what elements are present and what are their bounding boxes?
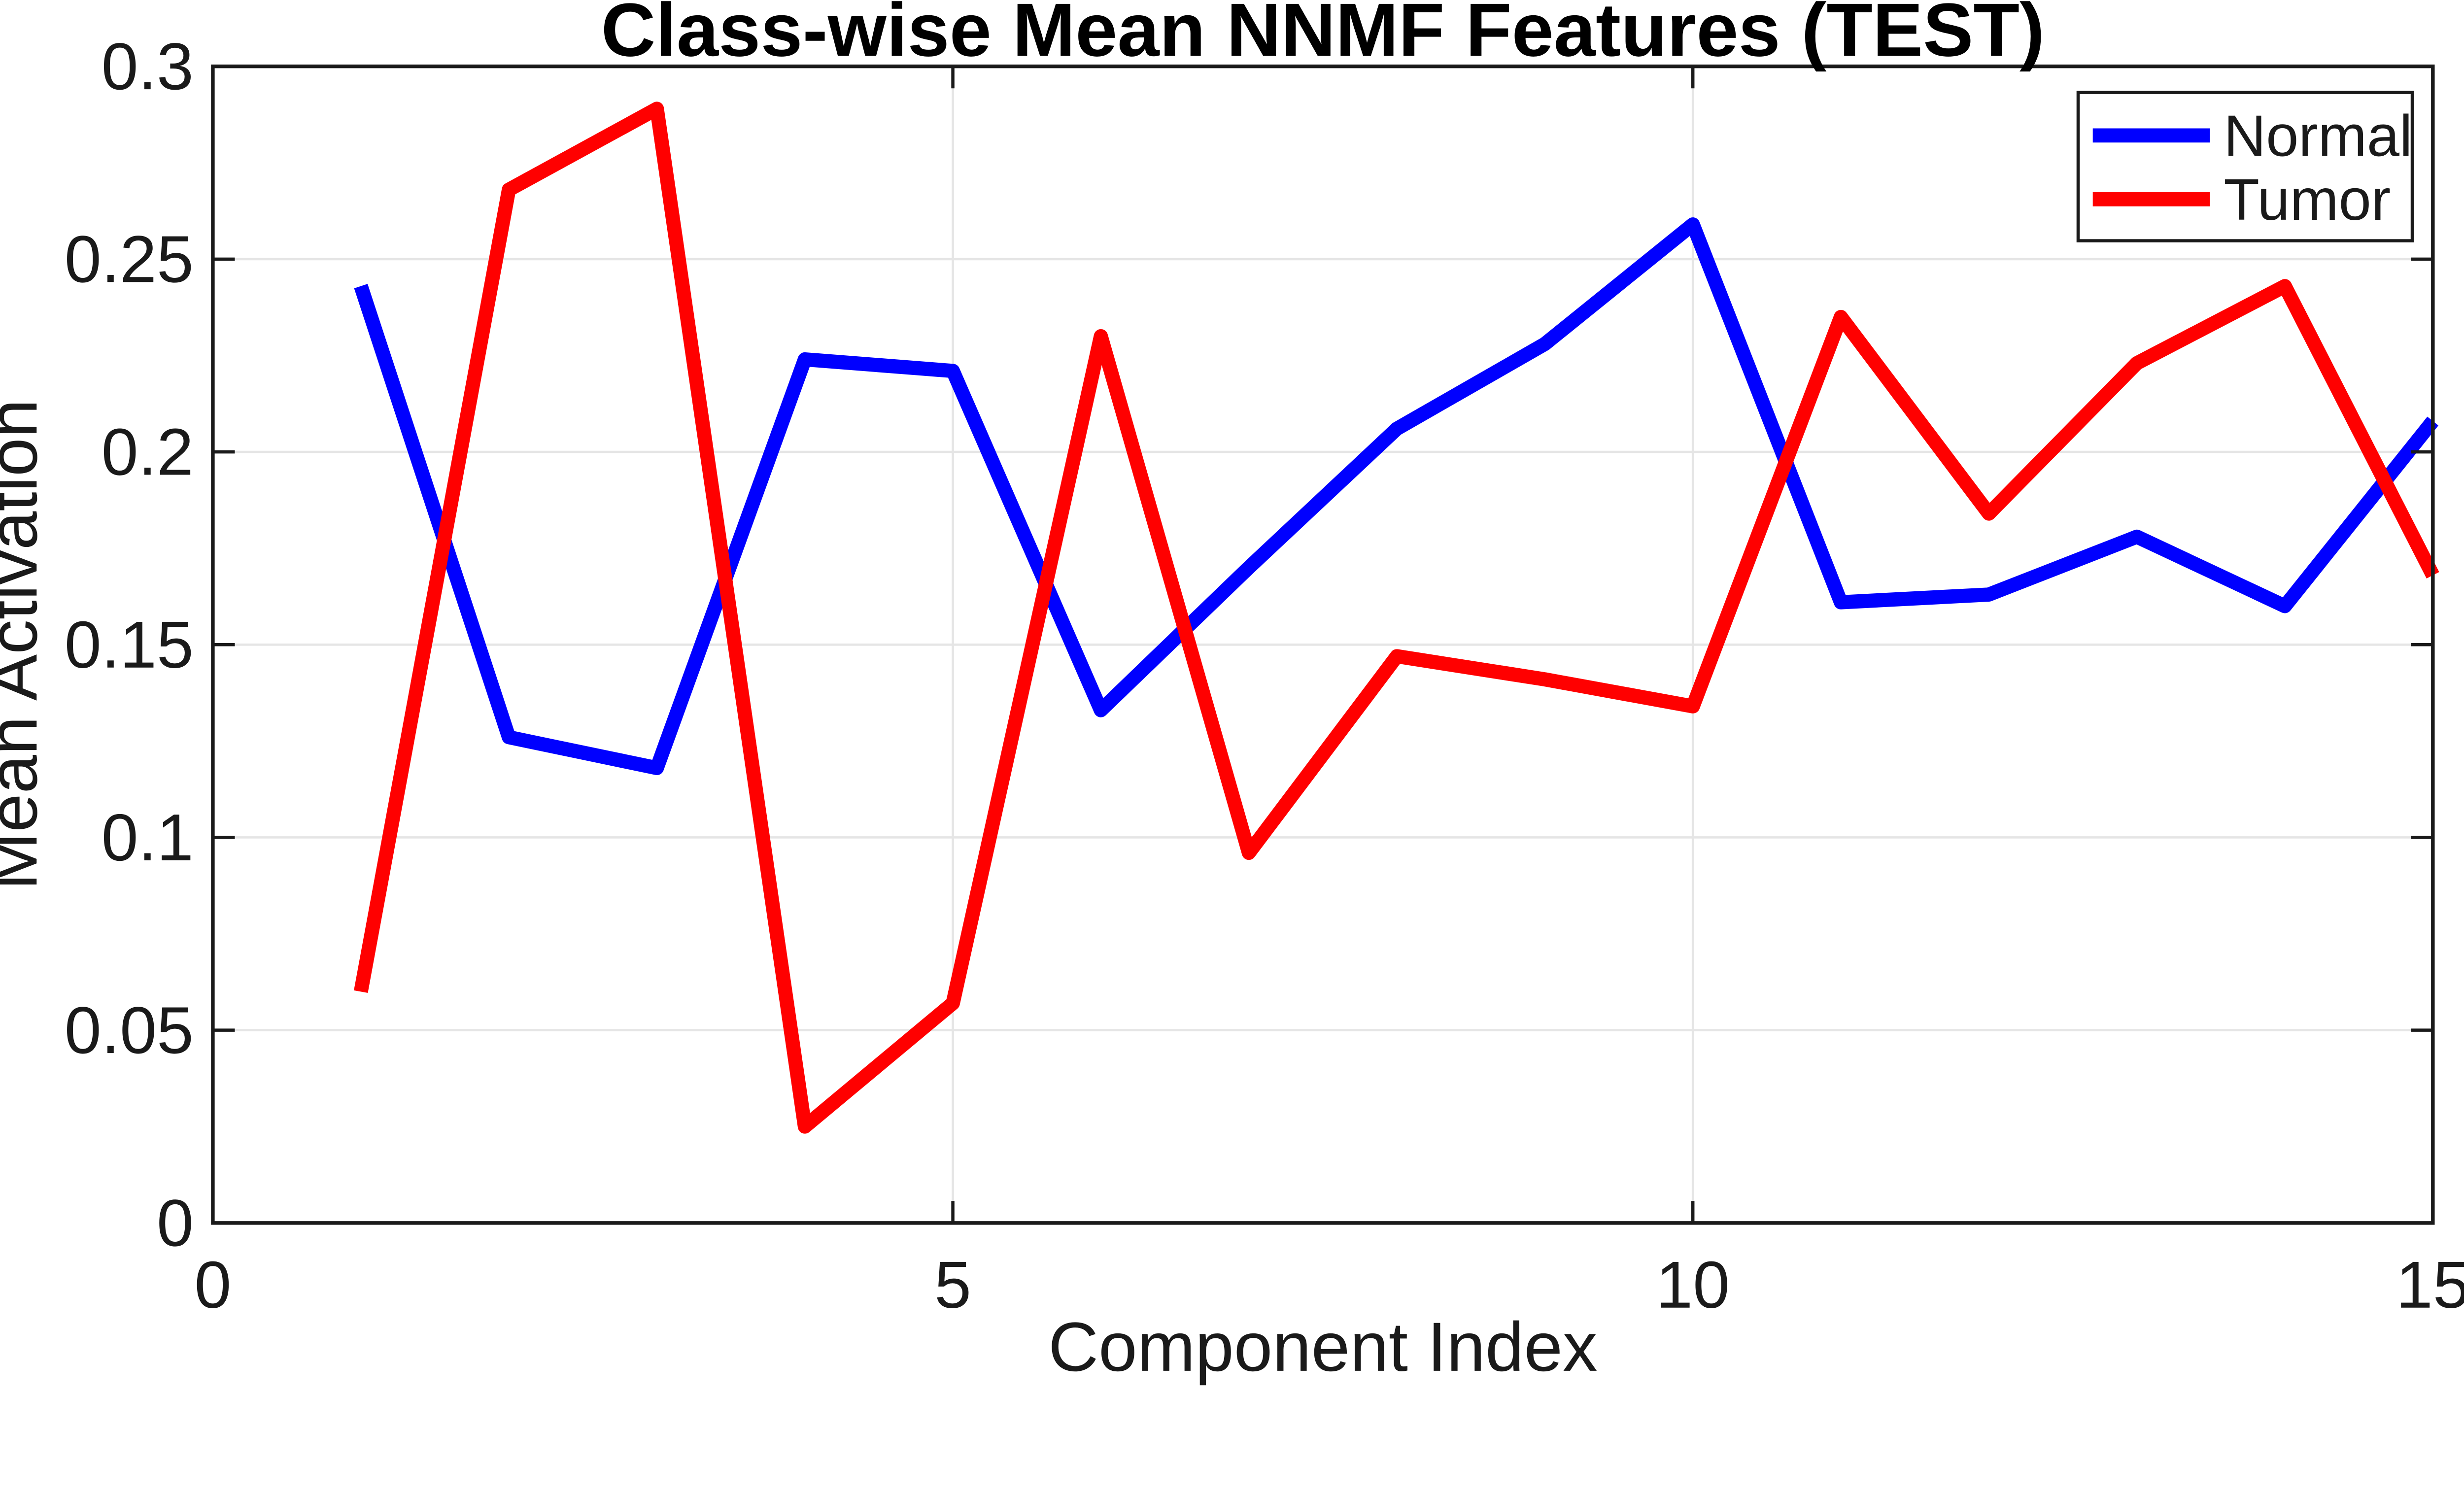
series-line-tumor xyxy=(354,102,2439,1134)
tick-marks xyxy=(211,65,2435,1225)
y-tick-label: 0.1 xyxy=(102,800,194,875)
y-tick-label: 0.05 xyxy=(65,993,194,1067)
x-tick-labels: 0 5 10 15 xyxy=(194,1248,2464,1322)
x-tick-label: 15 xyxy=(2396,1248,2464,1322)
chart-title: Class-wise Mean NNMF Features (TEST) xyxy=(601,0,2045,72)
figure: 0 5 10 15 0 0.05 0.1 0.15 0.2 0.25 0.3 Class-wise… xyxy=(0,0,2464,1386)
legend-label-normal: Normal xyxy=(2224,103,2412,169)
legend-box xyxy=(2076,91,2414,242)
series-line-normal xyxy=(354,217,2439,776)
y-tick-label: 0.2 xyxy=(102,415,194,489)
y-tick-label: 0.25 xyxy=(65,222,194,296)
data-series xyxy=(354,102,2439,1134)
y-tick-label: 0.3 xyxy=(102,29,194,103)
y-tick-label: 0 xyxy=(157,1186,194,1260)
y-axis-label: Mean Activation xyxy=(0,399,51,890)
y-tick-label: 0.15 xyxy=(65,608,194,682)
line-chart: 0 5 10 15 0 0.05 0.1 0.15 0.2 0.25 0.3 Class-wise… xyxy=(0,0,2464,1386)
legend-label-tumor: Tumor xyxy=(2224,167,2391,233)
x-tick-label: 0 xyxy=(194,1248,231,1322)
x-tick-label: 10 xyxy=(1656,1248,1730,1322)
x-axis-label: Component Index xyxy=(1048,1308,1597,1386)
y-tick-labels: 0 0.05 0.1 0.15 0.2 0.25 0.3 xyxy=(65,29,194,1260)
x-tick-label: 5 xyxy=(934,1248,971,1322)
